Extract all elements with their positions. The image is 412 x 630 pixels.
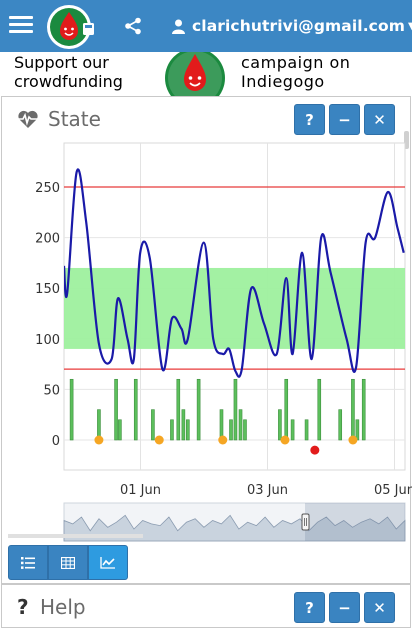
view-mode-buttons bbox=[8, 545, 128, 581]
carb-dot bbox=[280, 435, 290, 445]
x-tick-label: 01 Jun bbox=[120, 483, 161, 498]
share-icon[interactable] bbox=[124, 17, 142, 35]
insulin-bar bbox=[338, 409, 343, 441]
insulin-bar bbox=[114, 378, 118, 441]
x-tick-label: 03 Jun bbox=[247, 483, 288, 498]
navigator-handle[interactable] bbox=[301, 513, 310, 531]
navigator-unselected-mask bbox=[305, 503, 405, 541]
top-navigation-bar: clarichutrivi@gmail.com ▼ bbox=[0, 0, 412, 52]
insulin-bar bbox=[196, 378, 201, 441]
glucose-line bbox=[64, 168, 405, 378]
help-panel-help-button[interactable]: ? bbox=[294, 592, 325, 623]
line-chart-icon bbox=[100, 556, 115, 569]
insulin-bar bbox=[219, 409, 224, 441]
insulin-bar bbox=[233, 378, 238, 441]
insulin-bar bbox=[278, 409, 282, 441]
insulin-bar bbox=[351, 378, 355, 441]
help-panel-title: Help bbox=[40, 595, 86, 619]
caret-down-icon: ▼ bbox=[407, 20, 412, 32]
insulin-bar bbox=[118, 419, 122, 441]
help-panel-header: ? Help ? − ✕ bbox=[2, 585, 410, 630]
insulin-bar bbox=[176, 378, 181, 441]
x-tick-label: 05 Jun bbox=[374, 483, 412, 498]
carb-dot bbox=[154, 435, 164, 445]
state-panel-header: State ? − ✕ bbox=[2, 97, 410, 142]
y-tick-label: 250 bbox=[35, 181, 60, 196]
promo-text-left: Support our crowdfunding bbox=[14, 53, 123, 91]
user-menu[interactable]: clarichutrivi@gmail.com ▼ bbox=[172, 16, 412, 36]
insulin-bar bbox=[133, 378, 138, 441]
y-tick-label: 150 bbox=[35, 282, 60, 297]
list-view-button[interactable] bbox=[8, 545, 48, 580]
insulin-bar bbox=[181, 409, 186, 441]
insulin-bar bbox=[290, 419, 295, 441]
table-icon bbox=[61, 556, 75, 569]
question-icon: ? bbox=[17, 595, 29, 619]
navigator-series bbox=[63, 514, 406, 542]
state-minimize-button[interactable]: − bbox=[329, 104, 360, 135]
carb-dot bbox=[94, 435, 104, 445]
user-icon bbox=[172, 19, 185, 34]
promo-text-right: campaign on Indiegogo bbox=[241, 53, 351, 91]
help-panel-close-button[interactable]: ✕ bbox=[364, 592, 395, 623]
horizontal-scrollbar[interactable] bbox=[8, 534, 143, 538]
insulin-bar bbox=[361, 378, 366, 441]
help-panel-minimize-button[interactable]: − bbox=[329, 592, 360, 623]
insulin-bar bbox=[238, 409, 243, 441]
state-close-button[interactable]: ✕ bbox=[364, 104, 395, 135]
panel-scrollbar[interactable] bbox=[404, 131, 409, 149]
insulin-bar bbox=[243, 419, 247, 441]
carb-dot bbox=[218, 435, 228, 445]
state-help-button[interactable]: ? bbox=[294, 104, 325, 135]
user-email: clarichutrivi@gmail.com bbox=[192, 17, 405, 35]
insulin-bar bbox=[284, 378, 289, 441]
insulin-bar bbox=[186, 419, 190, 441]
promo-logo bbox=[161, 52, 229, 96]
hamburger-menu-icon[interactable] bbox=[9, 13, 33, 37]
list-icon bbox=[21, 556, 35, 569]
insulin-bar bbox=[170, 419, 174, 441]
chart-view-button[interactable] bbox=[88, 545, 128, 580]
insulin-bar bbox=[151, 409, 155, 441]
y-tick-label: 100 bbox=[35, 333, 60, 348]
heartbeat-icon bbox=[18, 110, 38, 128]
crowdfunding-banner[interactable]: Support our crowdfunding campaign on Ind… bbox=[0, 52, 412, 96]
state-panel-title: State bbox=[48, 107, 101, 131]
help-panel: ? Help ? − ✕ bbox=[1, 584, 411, 628]
app-logo[interactable] bbox=[45, 3, 95, 51]
insulin-bar bbox=[317, 378, 322, 441]
y-tick-label: 0 bbox=[52, 434, 60, 449]
y-tick-label: 50 bbox=[43, 383, 60, 398]
insulin-bar bbox=[355, 419, 360, 441]
carb-dot bbox=[348, 435, 358, 445]
table-view-button[interactable] bbox=[48, 545, 88, 580]
alert-dot bbox=[310, 445, 320, 455]
y-tick-label: 200 bbox=[35, 232, 60, 247]
insulin-bar bbox=[229, 419, 233, 441]
insulin-bar bbox=[97, 409, 101, 441]
insulin-bar bbox=[304, 419, 309, 441]
insulin-bar bbox=[69, 378, 74, 441]
